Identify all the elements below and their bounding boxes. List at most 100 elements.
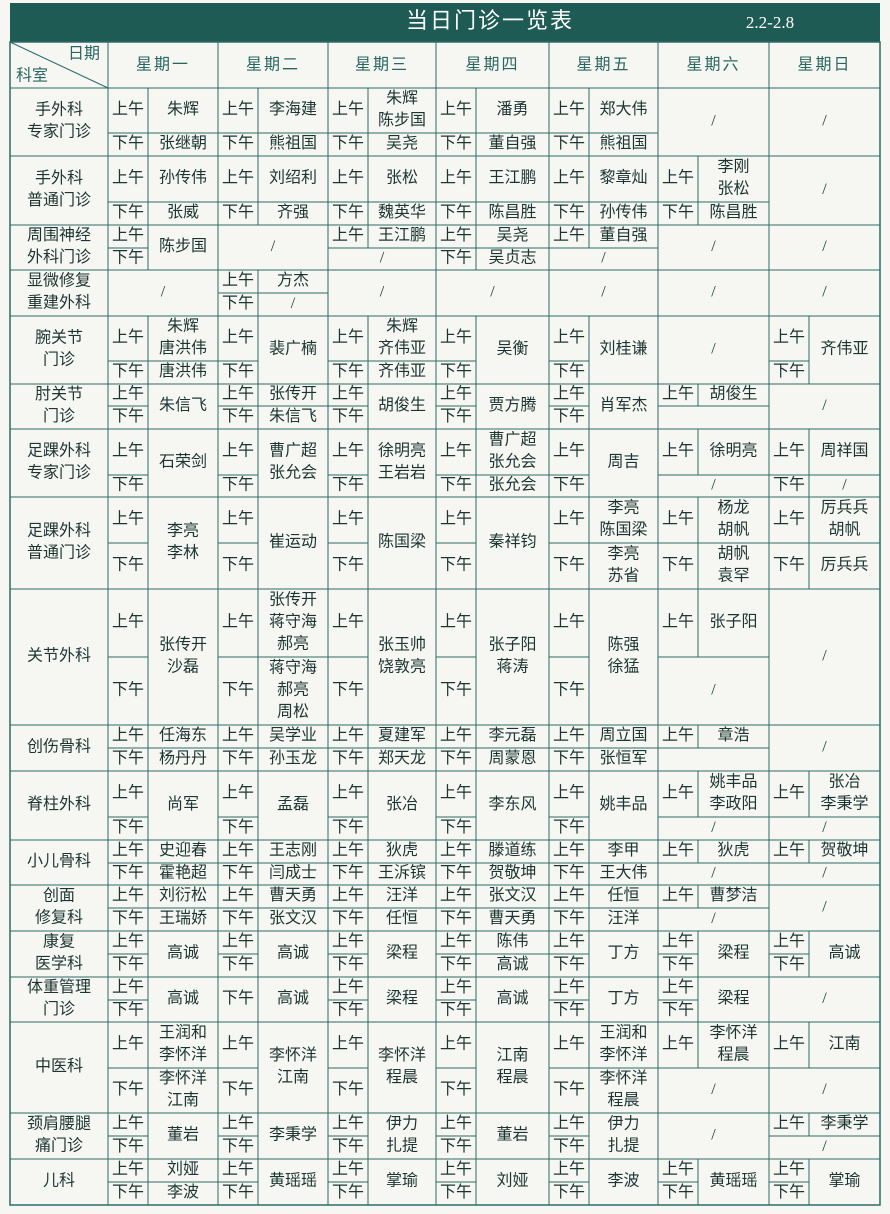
doctor: 尚军 <box>167 795 199 813</box>
period-label: 上午 <box>773 442 805 460</box>
period-label: 下午 <box>553 955 585 973</box>
doctor: 闫成士 <box>269 864 317 882</box>
department: 医学科 <box>35 955 83 973</box>
doctor: 周吉 <box>607 453 639 471</box>
doctor: 高诚 <box>277 944 309 962</box>
doctor: 袁罕 <box>717 567 749 585</box>
doctor: 徐明亮 <box>378 442 426 460</box>
period-label: 下午 <box>662 1183 694 1201</box>
period-label: 上午 <box>662 841 694 859</box>
doctor: 朱辉 <box>167 100 199 118</box>
doctor: 王瑞娇 <box>159 909 207 927</box>
period-label: 上午 <box>112 226 144 244</box>
period-label: 上午 <box>440 978 472 996</box>
period-label: 下午 <box>222 749 254 767</box>
department: 门诊 <box>43 351 75 369</box>
doctor: 张恒军 <box>599 749 647 767</box>
doctor: 贺敬坤 <box>488 864 536 882</box>
doctor: 刘绍利 <box>269 169 317 187</box>
period-label: 上午 <box>222 784 254 802</box>
doctor: 孙玉龙 <box>269 749 317 767</box>
doctor: 蒋守海 <box>269 659 317 677</box>
period-label: 上午 <box>553 726 585 744</box>
period-label: 上午 <box>773 841 805 859</box>
doctor: 陈国梁 <box>378 533 426 551</box>
department: 显微修复 <box>27 272 91 290</box>
period-label: 下午 <box>440 1137 472 1155</box>
doctor: 张冶 <box>828 773 860 791</box>
doctor: 任海东 <box>159 726 207 744</box>
period-label: 下午 <box>440 864 472 882</box>
period-label: 下午 <box>222 864 254 882</box>
period-label: 上午 <box>553 1114 585 1132</box>
doctor: 张传开 <box>159 636 207 654</box>
period-label: 上午 <box>332 1160 364 1178</box>
slash: / <box>822 1138 827 1155</box>
period-label: 下午 <box>332 681 364 699</box>
department: 门诊 <box>43 1000 75 1018</box>
doctor: 董自强 <box>488 134 536 152</box>
department: 中医科 <box>35 1057 83 1075</box>
period-label: 下午 <box>222 476 254 494</box>
doctor: 朱辉 <box>167 317 199 335</box>
period-label: 下午 <box>222 989 254 1007</box>
doctor: 李海建 <box>269 100 317 118</box>
doctor: 李政阳 <box>709 795 757 813</box>
doctor: 张文汉 <box>488 886 536 904</box>
period-label: 上午 <box>440 442 472 460</box>
slash: / <box>601 284 606 301</box>
period-label: 下午 <box>553 1080 585 1098</box>
doctor: 任恒 <box>386 909 418 927</box>
doctor: 裴广楠 <box>269 340 317 358</box>
department: 重建外科 <box>27 294 91 312</box>
doctor: 曹天勇 <box>269 886 317 904</box>
slash: / <box>271 238 276 255</box>
period-label: 下午 <box>773 1183 805 1201</box>
day-header: 星期四 <box>465 56 519 74</box>
period-label: 上午 <box>440 1114 472 1132</box>
doctor: 胡帆 <box>717 521 749 539</box>
doctor: / <box>291 295 296 312</box>
doctor: 魏英华 <box>378 203 426 221</box>
period-label: 上午 <box>553 784 585 802</box>
doctor: 胡帆 <box>828 521 860 539</box>
period-label: 上午 <box>662 510 694 528</box>
period-label: 上午 <box>332 886 364 904</box>
period-label: 下午 <box>332 1001 364 1019</box>
doctor: 高诚 <box>167 989 199 1007</box>
period-label: 下午 <box>332 749 364 767</box>
period-label: 下午 <box>222 909 254 927</box>
doctor: 吴尧 <box>386 134 418 152</box>
doctor: 朱辉 <box>386 89 418 107</box>
period-label: 下午 <box>112 1137 144 1155</box>
period-label: 下午 <box>222 955 254 973</box>
period-label: 上午 <box>553 169 585 187</box>
period-label: 下午 <box>112 681 144 699</box>
doctor: 陈昌胜 <box>709 203 757 221</box>
doctor: 齐伟亚 <box>378 339 426 357</box>
period-label: 下午 <box>773 556 805 574</box>
period-label: 上午 <box>773 510 805 528</box>
doctor: 曹梦洁 <box>709 886 757 904</box>
period-label: 上午 <box>332 978 364 996</box>
period-label: 上午 <box>553 613 585 631</box>
period-label: 上午 <box>662 1035 694 1053</box>
department: 普通门诊 <box>27 544 91 562</box>
period-label: 下午 <box>112 134 144 152</box>
doctor: 贺敬坤 <box>820 841 868 859</box>
cell <box>367 588 437 726</box>
period-label: 上午 <box>222 1160 254 1178</box>
period-label: 上午 <box>662 1160 694 1178</box>
period-label: 上午 <box>222 442 254 460</box>
period-label: 上午 <box>222 1035 254 1053</box>
doctor: 周蒙恩 <box>488 749 536 767</box>
cell <box>367 428 437 498</box>
department: 普通门诊 <box>27 191 91 209</box>
doctor: 王岩岩 <box>378 464 426 482</box>
doctor: 霍艳超 <box>159 864 207 882</box>
doctor: 吴尧 <box>496 226 528 244</box>
department: 手外科 <box>35 101 83 119</box>
doctor: 崔运动 <box>269 533 317 551</box>
period-label: 下午 <box>553 749 585 767</box>
